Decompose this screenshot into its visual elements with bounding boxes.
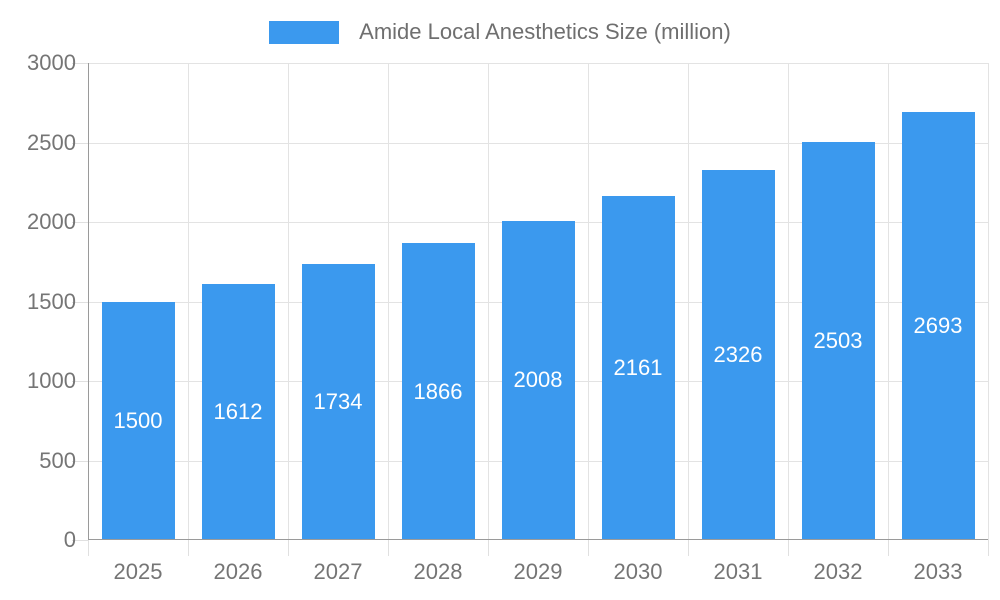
x-axis-tick-label: 2031 <box>713 559 763 584</box>
y-axis-tick-label: 1000 <box>27 368 76 393</box>
x-axis-tick-label: 2027 <box>313 559 363 584</box>
y-axis-tick <box>72 540 88 541</box>
x-axis-tick-label: 2026 <box>213 559 263 584</box>
x-axis-tick <box>388 540 389 556</box>
bar: 1866 <box>401 243 475 540</box>
y-axis-tick-label: 0 <box>63 527 76 552</box>
y-axis-tick <box>72 301 88 303</box>
x-axis-tick <box>488 540 489 556</box>
grid-line-vertical <box>688 63 689 540</box>
y-axis-tick-label: 3000 <box>27 50 76 75</box>
legend-series-label: Amide Local Anesthetics Size (million) <box>359 19 731 44</box>
x-axis-tick-label: 2025 <box>113 559 163 584</box>
y-axis-tick-label: 2000 <box>27 209 76 234</box>
bar-value-label: 1866 <box>413 378 463 404</box>
grid-line-vertical <box>288 63 289 540</box>
grid-line-vertical <box>188 63 189 540</box>
x-axis-tick-label: 2029 <box>513 559 563 584</box>
bar-value-label: 1612 <box>213 398 263 424</box>
y-axis-tick-label: 2500 <box>27 129 76 155</box>
grid-line-horizontal <box>88 63 988 64</box>
legend-color-swatch <box>269 20 340 44</box>
x-axis-tick <box>688 540 689 556</box>
bar: 2503 <box>801 142 875 540</box>
x-axis-tick <box>888 540 889 556</box>
grid-line-horizontal <box>88 142 988 144</box>
grid-line-vertical <box>388 63 389 540</box>
bar-value-label: 1500 <box>113 407 163 433</box>
chart-legend: Amide Local Anesthetics Size (million) <box>0 19 1000 45</box>
x-axis-tick <box>988 540 989 556</box>
bar: 1612 <box>201 283 275 540</box>
bar: 2161 <box>601 196 675 540</box>
x-axis-tick <box>188 540 189 556</box>
x-axis-tick <box>288 540 289 556</box>
x-axis-tick-label: 2028 <box>413 559 463 584</box>
y-axis-tick <box>72 222 88 223</box>
bar-value-label: 2008 <box>513 367 563 393</box>
bar-value-label: 2326 <box>713 342 763 368</box>
bar: 1500 <box>101 301 175 540</box>
y-axis-tick <box>72 142 88 144</box>
x-axis-tick <box>88 540 89 556</box>
bar-value-label: 2161 <box>613 355 663 381</box>
y-axis-tick-label: 1500 <box>27 288 76 314</box>
x-axis-tick-label: 2033 <box>913 559 963 584</box>
y-axis-tick <box>72 63 88 64</box>
bar: 2008 <box>501 220 575 540</box>
x-axis-line <box>88 539 988 540</box>
y-axis-tick <box>72 460 88 462</box>
bar: 1734 <box>301 264 375 540</box>
grid-line-vertical <box>488 63 489 540</box>
bar-value-label: 2693 <box>913 312 963 338</box>
bar-value-label: 2503 <box>813 328 863 354</box>
x-axis-tick <box>788 540 789 556</box>
x-axis-tick <box>588 540 589 556</box>
y-axis-line <box>88 63 89 540</box>
grid-line-vertical <box>588 63 589 540</box>
plot-area: 0 500 1000 1500 2000 2500 3000 2025 2026 2027 2028… <box>27 52 989 584</box>
grid-line-vertical <box>888 63 889 540</box>
grid-line-vertical <box>988 63 989 540</box>
x-axis-tick-label: 2030 <box>613 559 663 584</box>
y-axis-tick-label: 500 <box>39 447 76 473</box>
grid-line-vertical <box>788 63 789 540</box>
bar-value-label: 1734 <box>313 389 363 415</box>
bar: 2693 <box>901 111 975 540</box>
bar: 2326 <box>701 170 775 540</box>
x-axis-tick-label: 2032 <box>813 559 863 584</box>
y-axis-tick <box>72 381 88 382</box>
